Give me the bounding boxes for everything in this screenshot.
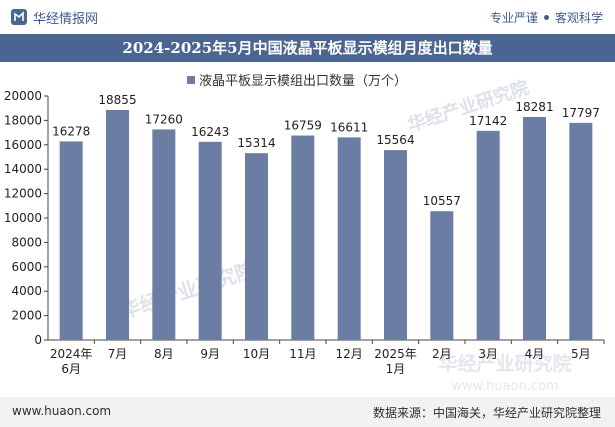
data-label: 16243	[191, 125, 229, 139]
y-tick-label: 8000	[11, 235, 42, 249]
bar	[337, 137, 361, 340]
legend-label: 液晶平板显示模组出口数量（万个）	[199, 74, 407, 89]
x-tick-label: 12月	[336, 347, 363, 361]
data-label: 16611	[330, 120, 368, 134]
y-tick-label: 12000	[4, 187, 42, 201]
brand-name: 华经情报网	[33, 11, 99, 27]
x-tick-label: 2月	[432, 347, 452, 361]
x-tick-label: 4月	[525, 347, 545, 361]
y-tick-label: 10000	[4, 211, 42, 225]
top-bar: 华经情报网 专业严谨 客观科学	[0, 0, 615, 34]
data-label: 17142	[469, 114, 507, 128]
data-label: 17797	[562, 106, 600, 120]
bar	[245, 153, 268, 340]
bar	[569, 122, 593, 340]
y-tick-label: 4000	[11, 284, 42, 298]
x-tick-label: 10月	[243, 347, 270, 361]
bar	[152, 129, 176, 340]
data-label: 16278	[52, 124, 90, 138]
bar	[476, 130, 500, 340]
y-tick-label: 18000	[4, 113, 42, 127]
x-tick-label: 8月	[154, 347, 174, 361]
data-label: 17260	[145, 112, 183, 126]
bar	[198, 141, 222, 340]
bullet-icon	[543, 15, 549, 20]
y-tick-label: 20000	[4, 89, 42, 103]
x-tick-label: 9月	[200, 347, 220, 361]
x-tick-label: 7月	[108, 347, 128, 361]
bar	[430, 211, 454, 340]
data-label: 15314	[237, 136, 275, 150]
watermark-text: 华经产业研究院	[438, 352, 571, 375]
bar	[59, 141, 83, 340]
bar	[384, 150, 407, 340]
brand: 华经情报网	[10, 7, 98, 27]
x-tick-label: 5月	[571, 347, 591, 361]
bar-chart: 华经产业研究院华经产业研究院华经产业研究院www.huaon.com液晶平板显示…	[4, 74, 605, 394]
watermark-url: www.huaon.com	[451, 379, 558, 394]
x-tick-label: 2024年	[50, 347, 93, 361]
x-tick-label: 6月	[61, 362, 81, 376]
footer: www.huaon.com 数据来源：中国海关，华经产业研究院整理	[0, 397, 615, 427]
x-tick-label: 2025年	[374, 347, 417, 361]
slogan: 专业严谨 客观科学	[490, 9, 603, 26]
y-tick-label: 14000	[4, 162, 42, 176]
bar	[523, 116, 546, 340]
watermark-text: 华经产业研究院	[118, 257, 259, 323]
x-tick-label: 11月	[289, 347, 316, 361]
x-tick-label: 1月	[386, 362, 406, 376]
data-label: 16759	[284, 119, 322, 133]
data-label: 18855	[98, 93, 136, 107]
y-tick-label: 0	[34, 333, 42, 347]
chart-title: 2024-2025年5月中国液晶平板显示模组月度出口数量	[0, 34, 615, 62]
y-tick-label: 16000	[4, 138, 42, 152]
data-label: 18281	[515, 100, 553, 114]
huajing-logo-icon	[11, 9, 27, 25]
bar	[106, 109, 129, 341]
x-tick-label: 3月	[478, 347, 498, 361]
slogan-right: 客观科学	[554, 11, 603, 25]
bar	[291, 135, 315, 340]
y-tick-label: 2000	[11, 309, 42, 323]
footer-site: www.huaon.com	[12, 404, 112, 418]
y-tick-label: 6000	[11, 260, 42, 274]
footer-source: 数据来源：中国海关，华经产业研究院整理	[372, 406, 601, 420]
data-label: 10557	[423, 194, 461, 208]
slogan-left: 专业严谨	[489, 11, 538, 25]
legend-swatch	[187, 76, 195, 84]
data-label: 15564	[376, 133, 414, 147]
